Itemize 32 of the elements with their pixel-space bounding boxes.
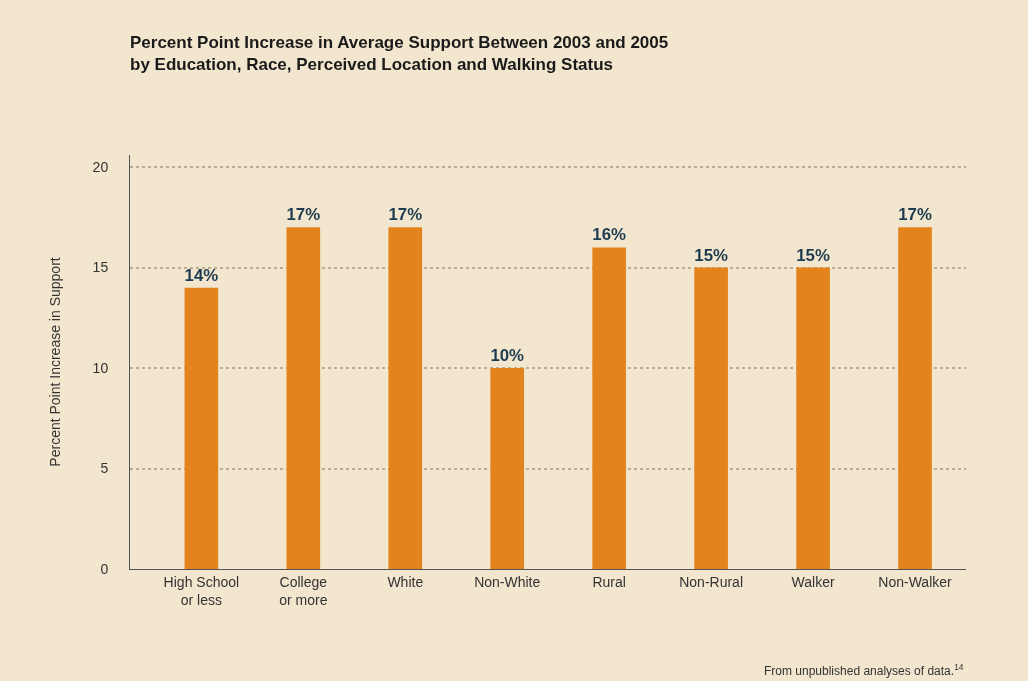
x-tick-label: College or more — [279, 573, 328, 608]
bar — [898, 227, 932, 569]
bar — [694, 267, 728, 569]
data-label: 16% — [592, 225, 627, 245]
data-label: 17% — [898, 205, 932, 225]
bar — [796, 267, 830, 569]
bar — [592, 247, 626, 569]
x-tick-label: Walker — [791, 573, 835, 590]
data-label: 10% — [490, 346, 525, 366]
bar — [490, 368, 525, 569]
x-tick-label: Non-White — [474, 573, 541, 590]
bar — [286, 227, 321, 569]
y-axis-title: Percent Point Increase in Support — [47, 257, 64, 467]
y-tick-label: 0 — [100, 560, 109, 577]
y-tick-label: 20 — [92, 158, 109, 175]
text: From unpublished analyses of data.$^{14}$ — [764, 662, 964, 679]
x-tick-label: Non-Rural — [679, 573, 744, 590]
data-label: 14% — [184, 265, 219, 285]
y-tick-label: 10 — [92, 359, 109, 376]
x-tick-label: White — [387, 573, 424, 590]
x-tick-label: High School or less — [163, 573, 240, 608]
chart-title: Percent Point Increase in Average Support Between 2003 and 2005 by Education, Race, Perceived Location and Walking Status — [130, 33, 669, 75]
bar — [388, 227, 423, 569]
y-tick-label: 15 — [92, 259, 109, 276]
x-tick-label: Rural — [592, 573, 626, 590]
x-tick-label: Non-Walker — [878, 573, 953, 590]
data-label: 17% — [388, 205, 423, 225]
bar — [184, 287, 219, 569]
y-tick-label: 5 — [100, 460, 109, 477]
data-label: 17% — [286, 205, 321, 225]
data-label: 15% — [796, 245, 830, 265]
data-label: 15% — [694, 245, 728, 265]
